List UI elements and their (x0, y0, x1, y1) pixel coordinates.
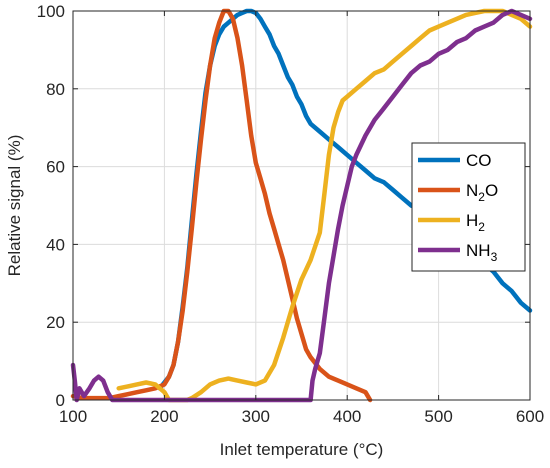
series-line-n2o (70, 8, 373, 403)
legend-label-base: N (466, 181, 478, 200)
plot-frame (72, 10, 531, 401)
x-tick-label: 400 (333, 407, 361, 426)
series-line-nh3 (70, 8, 533, 403)
y-tick-label: 40 (46, 235, 65, 254)
x-tick-label: 200 (150, 407, 178, 426)
legend-label-base: CO (466, 151, 492, 170)
legend-label-base: NH (466, 241, 491, 260)
y-tick-label: 0 (56, 391, 65, 410)
y-tick-label: 100 (37, 2, 65, 21)
legend-label-tail: O (485, 181, 498, 200)
x-tick-label: 500 (424, 407, 452, 426)
legend-label-base: H (466, 211, 478, 230)
legend-label-co: CO (466, 151, 492, 170)
legend-label-h2: H2 (466, 211, 485, 234)
y-tick-label: 20 (46, 313, 65, 332)
y-axis-label: Relative signal (%) (5, 135, 24, 277)
legend-label-subscript: 2 (478, 190, 485, 204)
x-axis-label: Inlet temperature (°C) (220, 440, 384, 459)
x-tick-label: 100 (59, 407, 87, 426)
y-tick-label: 60 (46, 158, 65, 177)
y-tick-label: 80 (46, 80, 65, 99)
legend-label-n2o: N2O (466, 181, 498, 204)
legend-label-subscript: 3 (491, 250, 498, 264)
x-tick-label: 600 (516, 407, 544, 426)
x-tick-label: 300 (242, 407, 270, 426)
legend-label-nh3: NH3 (466, 241, 498, 264)
legend-label-subscript: 2 (478, 220, 485, 234)
ticks: 100 200 300 400 500 600 0 20 40 60 80 100 (37, 2, 545, 426)
